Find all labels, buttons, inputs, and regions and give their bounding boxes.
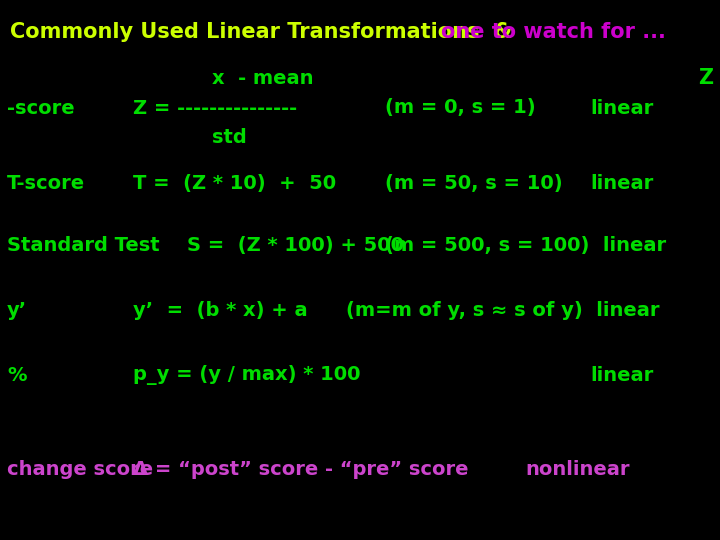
- Text: (m = 500, s = 100)  linear: (m = 500, s = 100) linear: [385, 236, 666, 255]
- Text: -score: -score: [7, 98, 75, 118]
- Text: %: %: [7, 366, 27, 385]
- Text: Δ = “post” score - “pre” score: Δ = “post” score - “pre” score: [133, 460, 469, 480]
- Text: nonlinear: nonlinear: [526, 460, 630, 480]
- Text: T-score: T-score: [7, 174, 86, 193]
- Text: linear: linear: [590, 174, 654, 193]
- Text: y’: y’: [7, 301, 27, 320]
- Text: S =  (Z * 100) + 500: S = (Z * 100) + 500: [187, 236, 404, 255]
- Text: Commonly Used Linear Transformations  &: Commonly Used Linear Transformations &: [10, 22, 520, 42]
- Text: one to watch for ...: one to watch for ...: [441, 22, 665, 42]
- Text: std: std: [212, 128, 247, 147]
- Text: Z: Z: [698, 68, 714, 89]
- Text: linear: linear: [590, 366, 654, 385]
- Text: change score: change score: [7, 460, 153, 480]
- Text: (m=m of y, s ≈ s of y)  linear: (m=m of y, s ≈ s of y) linear: [346, 301, 659, 320]
- Text: x  - mean: x - mean: [212, 69, 314, 88]
- Text: Standard Test: Standard Test: [7, 236, 160, 255]
- Text: T =  (Z * 10)  +  50: T = (Z * 10) + 50: [133, 174, 336, 193]
- Text: (m = 0, s = 1): (m = 0, s = 1): [385, 98, 536, 118]
- Text: linear: linear: [590, 98, 654, 118]
- Text: y’  =  (b * x) + a: y’ = (b * x) + a: [133, 301, 308, 320]
- Text: Z = ---------------: Z = ---------------: [133, 98, 297, 118]
- Text: (m = 50, s = 10): (m = 50, s = 10): [385, 174, 563, 193]
- Text: p_y = (y / max) * 100: p_y = (y / max) * 100: [133, 365, 361, 386]
